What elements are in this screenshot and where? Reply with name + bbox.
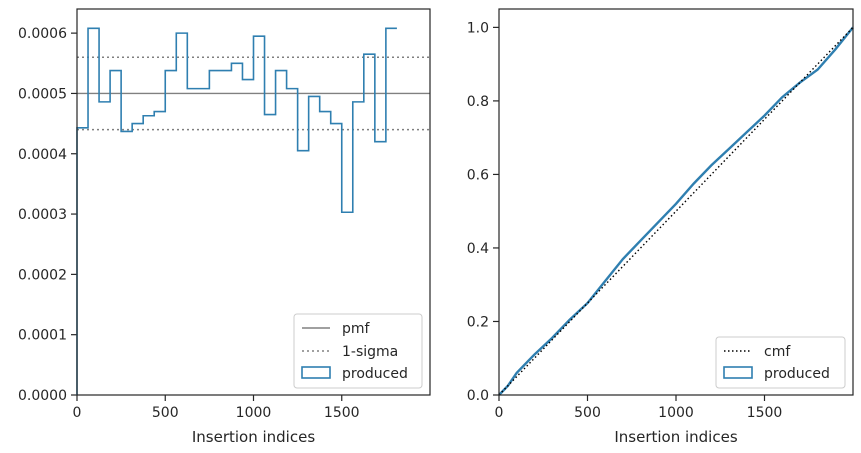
left-y-ticks: 0.0000 0.0001 0.0002 0.0003 0.0004 0.0005 0.00… [18, 26, 77, 404]
left-y-tick-label: 0.0000 [18, 388, 67, 404]
left-x-axis-label: Insertion indices [192, 428, 315, 446]
legend-cmf-label: cmf [764, 344, 791, 360]
right-legend: cmf produced [715, 336, 846, 389]
legend-pmf-label: pmf [342, 321, 371, 337]
right-x-ticks: 0 500 1000 1500 [495, 395, 783, 421]
left-legend-box [293, 313, 423, 389]
right-x-tick-label: 1500 [747, 405, 783, 421]
right-x-tick-label: 0 [495, 405, 504, 421]
right-y-tick-label: 0.2 [467, 314, 489, 330]
right-legend-box [715, 336, 846, 389]
legend-produced-swatch [301, 366, 331, 379]
right-x-tick-label: 1000 [658, 405, 694, 421]
right-y-tick-label: 1.0 [467, 20, 489, 36]
produced-step-line [76, 27, 397, 395]
left-x-tick-label: 500 [152, 405, 179, 421]
left-y-tick-label: 0.0006 [18, 26, 67, 42]
legend-sigma-label: 1-sigma [342, 344, 398, 360]
right-y-tick-label: 0.4 [467, 241, 489, 257]
legend-produced-label: produced [764, 366, 830, 382]
right-chart-panel: 0.0 0.2 0.4 0.6 0.8 1.0 0 500 1000 1500 Insertio… [467, 8, 854, 446]
left-x-tick-label: 0 [73, 405, 82, 421]
right-y-ticks: 0.0 0.2 0.4 0.6 0.8 1.0 [467, 20, 499, 404]
left-x-tick-label: 1000 [236, 405, 272, 421]
left-x-ticks: 0 500 1000 1500 [73, 395, 360, 421]
left-y-tick-label: 0.0005 [18, 86, 67, 102]
right-x-tick-label: 500 [574, 405, 601, 421]
produced-cumulative-line [498, 26, 854, 396]
left-x-tick-label: 1500 [324, 405, 360, 421]
right-x-axis-label: Insertion indices [614, 428, 737, 446]
right-y-tick-label: 0.0 [467, 388, 489, 404]
left-y-tick-label: 0.0004 [18, 147, 67, 163]
left-y-tick-label: 0.0003 [18, 207, 67, 223]
right-y-tick-label: 0.6 [467, 167, 489, 183]
legend-produced-label: produced [342, 366, 408, 382]
left-legend: pmf 1-sigma produced [293, 313, 423, 389]
left-axes-frame [76, 8, 431, 396]
left-y-tick-label: 0.0002 [18, 267, 67, 283]
legend-produced-swatch [723, 366, 753, 379]
right-y-tick-label: 0.8 [467, 94, 489, 110]
right-axes-frame [498, 8, 854, 396]
left-y-tick-label: 0.0001 [18, 328, 67, 344]
left-chart-panel: 0.0000 0.0001 0.0002 0.0003 0.0004 0.0005 0.00… [18, 8, 431, 446]
cmf-line [498, 26, 854, 396]
